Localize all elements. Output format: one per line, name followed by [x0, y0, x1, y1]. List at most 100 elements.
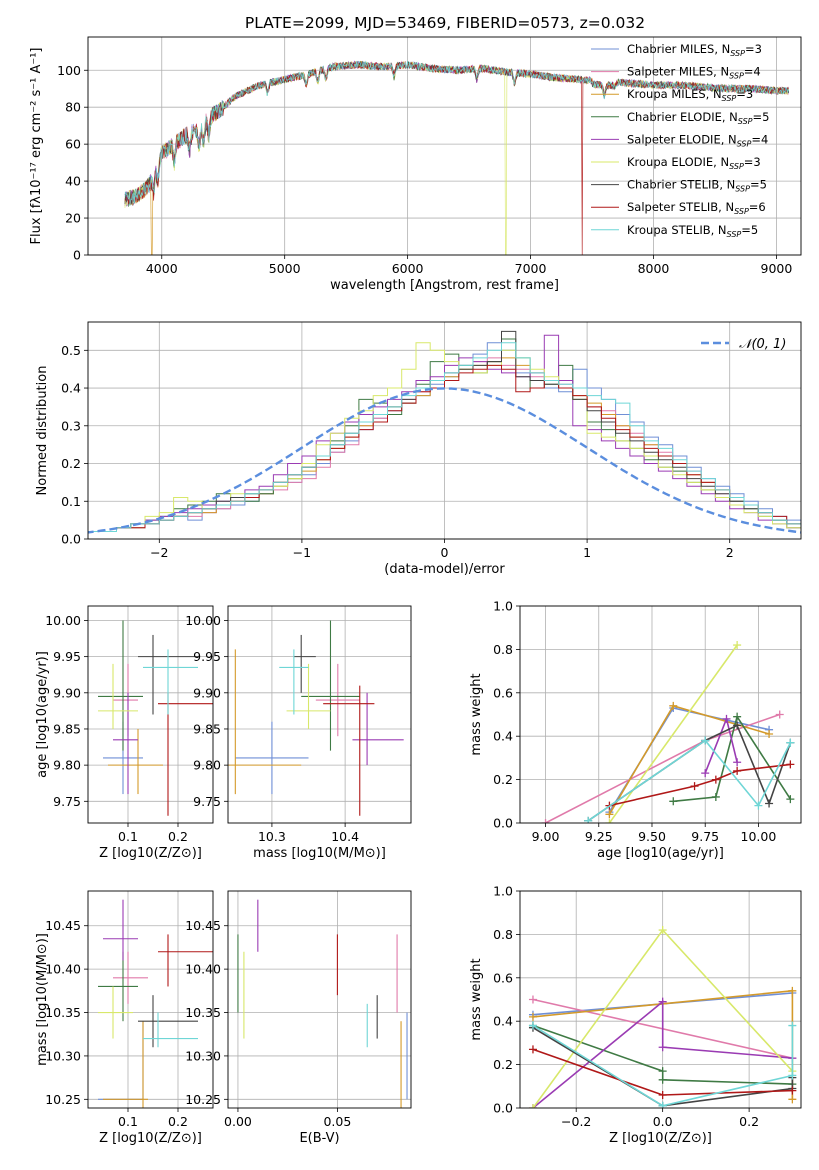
y-tick-label: 80 [65, 100, 81, 115]
weight-series-8 [587, 739, 792, 822]
y-tick-label: 9.80 [53, 758, 81, 773]
y-tick-label: 100 [57, 63, 81, 78]
panel-4: 9.00 9.25 9.50 9.75 10.00 0.0 0.2 0.4 0.6 0.8 1.0 a… [469, 599, 802, 861]
y-tick-label: 10.35 [185, 1005, 221, 1020]
weight-marker [765, 799, 774, 808]
y-axis-label: mass weight [469, 958, 484, 1040]
y-tick-label: 0.5 [61, 343, 81, 358]
histogram-series-5 [88, 342, 801, 532]
weight-marker [605, 819, 614, 823]
x-tick-label: 0.05 [323, 1114, 351, 1129]
chart-layer: 4000 5000 6000 7000 8000 9000020406080100wave… [29, 36, 802, 1146]
legend-label: Chabrier ELODIE, NSSP=5 [627, 110, 769, 126]
x-tick-label: 5000 [269, 261, 301, 276]
y-tick-label: 10.25 [185, 1092, 221, 1107]
y-tick-label: 0.4 [61, 381, 81, 396]
weight-marker [541, 819, 550, 823]
weight-marker [733, 758, 742, 767]
y-tick-label: 0.0 [493, 1101, 513, 1116]
x-tick-label: 10.00 [741, 829, 777, 844]
legend-label: Salpeter ELODIE, NSSP=4 [627, 132, 768, 148]
y-tick-label: 60 [65, 137, 81, 152]
x-tick-label: 0.0 [653, 1114, 673, 1129]
x-tick-label: 9.50 [638, 829, 666, 844]
panel-5: 0.1 0.2 10.25 10.30 10.35 10.40 10.45 Z [log10(… [35, 890, 214, 1146]
weight-marker [605, 810, 614, 819]
weight-marker [584, 816, 593, 823]
weight-marker [658, 1067, 667, 1076]
weight-series-8 [532, 1024, 794, 1107]
axes-frame [227, 890, 412, 1109]
y-axis-label: mass [log10(M/M⊙)] [35, 933, 50, 1066]
spectrum-series-8 [124, 60, 790, 206]
y-axis-label: mass weight [469, 673, 484, 755]
y-tick-label: 10.40 [45, 962, 81, 977]
x-tick-label: 1 [583, 545, 591, 560]
panel-0: 4000 5000 6000 7000 8000 9000 0 20 40 60 80 100 wave… [29, 36, 802, 293]
weight-marker [754, 801, 763, 810]
weight-marker [669, 797, 678, 806]
y-tick-label: 9.90 [53, 685, 81, 700]
weight-marker [786, 795, 795, 804]
x-axis-label: age [log10(age/yr)] [597, 846, 724, 861]
x-tick-label: 10.4 [331, 829, 359, 844]
x-tick-label: 4000 [146, 261, 178, 276]
plot-area [228, 620, 404, 816]
panel-3: 10.3 10.4 9.75 9.80 9.85 9.90 9.95 10.00 mass [l… [185, 605, 412, 861]
weight-marker [765, 730, 774, 739]
weight-marker [658, 1075, 667, 1084]
y-axis-label: Normed distribution [35, 366, 50, 496]
weight-marker [528, 1012, 537, 1021]
weight-marker [788, 1095, 797, 1104]
y-tick-label: 10.00 [185, 613, 221, 628]
x-tick-label: 2 [726, 545, 734, 560]
legend-label: 𝒩(0, 1) [739, 337, 786, 352]
legend-label: Kroupa ELODIE, NSSP=3 [627, 155, 761, 171]
y-tick-label: 0.0 [493, 816, 513, 831]
panel-1: −2 −1 0 1 2 0.0 0.1 0.2 0.3 0.4 0.5 (data-model)/er… [35, 321, 802, 577]
figure-title: PLATE=2099, MJD=53469, FIBERID=0573, z=0… [245, 14, 645, 32]
plot-area [98, 620, 213, 816]
x-axis-label: Z [log10(Z/Z⊙)] [99, 846, 202, 861]
weight-marker [528, 995, 537, 1004]
weight-marker [733, 712, 742, 721]
y-tick-label: 1.0 [493, 884, 513, 899]
weight-marker [788, 1021, 797, 1030]
weight-series-3 [673, 714, 792, 803]
y-tick-label: 10.25 [45, 1092, 81, 1107]
y-tick-label: 10.30 [45, 1048, 81, 1063]
legend-label: Chabrier STELIB, NSSP=5 [627, 178, 767, 194]
panel-2: 0.1 0.2 9.75 9.80 9.85 9.90 9.95 10.00 Z [log10(… [35, 605, 214, 861]
weight-series-6 [532, 1027, 794, 1107]
x-tick-label: 7000 [515, 261, 547, 276]
weight-marker [711, 775, 720, 784]
x-tick-label: 0.00 [224, 1114, 252, 1129]
axes-frame [87, 890, 214, 1109]
y-tick-label: 9.75 [53, 794, 81, 809]
legend-label: Kroupa STELIB, NSSP=5 [627, 223, 758, 239]
panel-6: 0.00 0.05 10.25 10.30 10.35 10.40 10.45 E(B-V) [185, 890, 412, 1146]
weight-marker [528, 1104, 537, 1108]
weight-marker [786, 738, 795, 747]
x-axis-label: wavelength [Angstrom, rest frame] [330, 278, 559, 293]
weight-marker [528, 1045, 537, 1054]
weight-marker [733, 721, 742, 730]
histogram-series-4 [88, 334, 801, 532]
x-tick-label: 0.2 [168, 1114, 188, 1129]
plot-area [541, 641, 795, 823]
y-tick-label: 0.8 [493, 642, 513, 657]
weight-marker [658, 1043, 667, 1052]
x-tick-label: 8000 [638, 261, 670, 276]
x-tick-label: 9.75 [691, 829, 719, 844]
weight-marker [690, 782, 699, 791]
y-tick-label: 10.45 [185, 918, 221, 933]
x-tick-label: 0.2 [739, 1114, 759, 1129]
y-tick-label: 9.95 [193, 649, 221, 664]
y-tick-label: 9.95 [53, 649, 81, 664]
weight-series-2 [608, 704, 770, 815]
weight-marker [658, 997, 667, 1006]
x-tick-label: 0.1 [118, 1114, 138, 1129]
y-tick-label: 0.2 [61, 456, 81, 471]
axes-frame [519, 605, 802, 824]
